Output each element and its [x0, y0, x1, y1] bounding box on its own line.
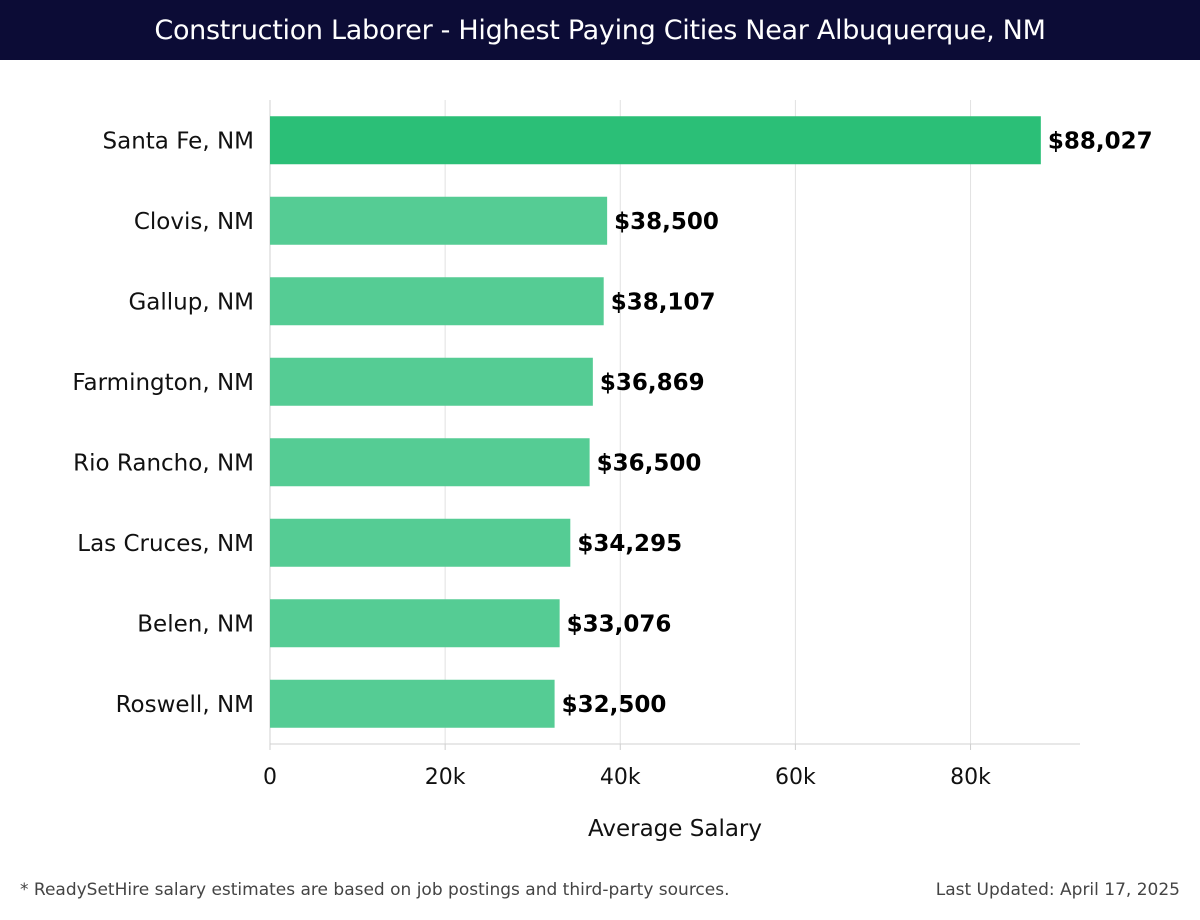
data-label: $34,295	[577, 531, 682, 557]
category-label: Clovis, NM	[134, 209, 254, 235]
footer-updated: Last Updated: April 17, 2025	[935, 880, 1180, 900]
category-label: Gallup, NM	[128, 289, 254, 315]
data-label: $32,500	[562, 692, 667, 718]
x-axis-title: Average Salary	[588, 816, 762, 842]
data-label: $36,500	[597, 450, 702, 476]
bar	[270, 116, 1041, 165]
bar	[270, 599, 560, 648]
bar	[270, 438, 590, 487]
category-label: Rio Rancho, NM	[73, 450, 254, 476]
data-label: $88,027	[1048, 128, 1153, 154]
category-label: Santa Fe, NM	[103, 128, 255, 154]
footer-note: * ReadySetHire salary estimates are base…	[20, 880, 730, 900]
category-label: Belen, NM	[137, 611, 254, 637]
x-tick-label: 0	[263, 765, 277, 790]
bar-chart: 0 20k 40k 60k 80k Santa Fe, NM $88,027 Clovis, …	[72, 100, 1153, 842]
x-tick-label: 40k	[600, 765, 641, 790]
data-label: $36,869	[600, 370, 705, 396]
category-label: Las Cruces, NM	[77, 531, 254, 557]
category-label: Roswell, NM	[116, 692, 254, 718]
data-label: $38,107	[611, 289, 716, 315]
bar	[270, 518, 571, 567]
data-label: $33,076	[567, 611, 672, 637]
bar	[270, 357, 593, 406]
chart-title: Construction Laborer - Highest Paying Ci…	[154, 14, 1046, 46]
bar	[270, 277, 604, 326]
x-tick-label: 20k	[425, 765, 466, 790]
x-tick-label: 60k	[775, 765, 816, 790]
bar	[270, 196, 608, 245]
bar	[270, 679, 555, 728]
x-tick-label: 80k	[950, 765, 991, 790]
data-label: $38,500	[614, 209, 719, 235]
title-bar: Construction Laborer - Highest Paying Ci…	[0, 0, 1200, 60]
category-label: Farmington, NM	[72, 370, 254, 396]
